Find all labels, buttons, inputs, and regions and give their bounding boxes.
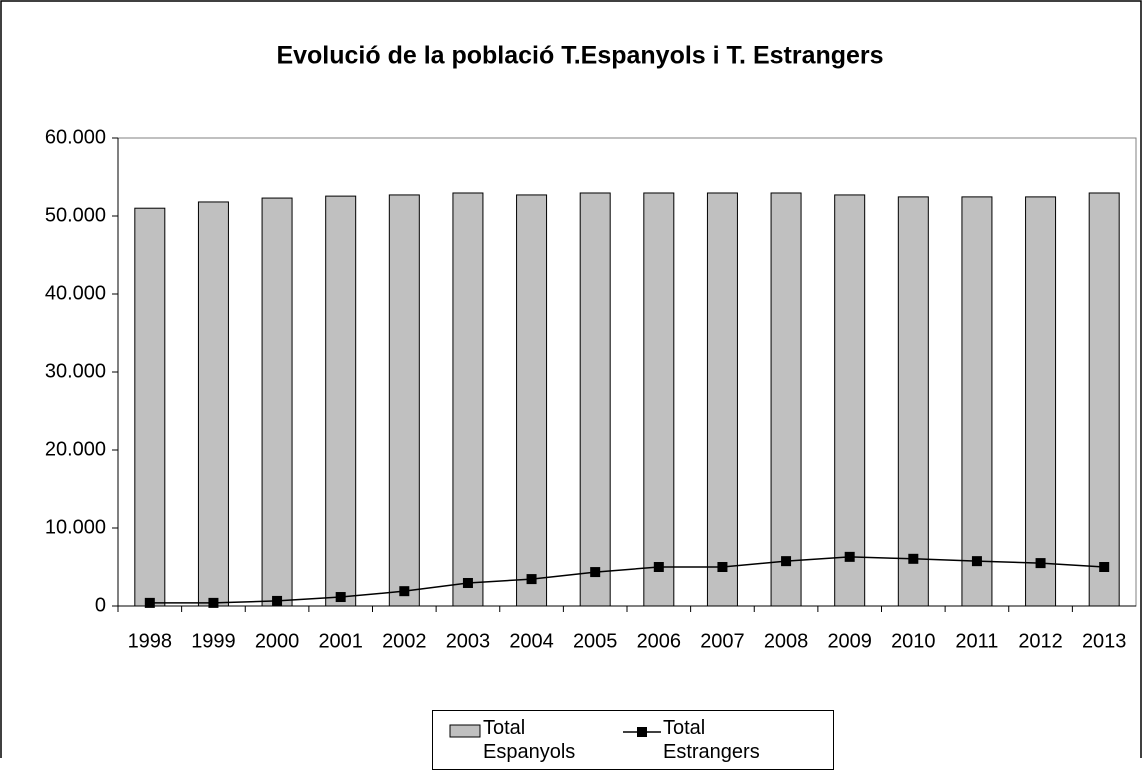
bar — [134, 207, 166, 607]
y-tick-label: 20.000 — [45, 438, 106, 460]
line-marker — [908, 553, 919, 564]
bar — [388, 194, 420, 607]
x-tick-label: 2008 — [764, 630, 809, 652]
bar — [516, 194, 548, 607]
line-marker — [1035, 558, 1046, 569]
line-marker — [462, 577, 473, 588]
x-tick-label: 2001 — [318, 630, 363, 652]
line-marker — [1099, 562, 1110, 572]
legend-label: Total Espanyols — [483, 717, 576, 763]
y-tick-label: 50.000 — [45, 204, 106, 226]
legend-swatch — [449, 724, 481, 738]
line-marker — [653, 562, 664, 572]
bar — [197, 201, 229, 607]
line-marker — [208, 597, 219, 608]
x-tick-label: 2005 — [573, 630, 618, 652]
legend: Total Espanyols Total Estrangers — [432, 710, 834, 770]
bar — [261, 197, 293, 607]
bar — [897, 196, 929, 607]
bar — [706, 192, 738, 607]
swatch — [449, 724, 481, 738]
chart-title: Evolució de la població T.Espanyols i T.… — [276, 42, 883, 70]
x-tick-label: 2007 — [700, 630, 745, 652]
legend-label: Total Estrangers — [663, 717, 760, 763]
x-tick-label: 2004 — [509, 630, 554, 652]
line-marker — [844, 551, 855, 562]
line-marker — [526, 574, 537, 585]
line-marker — [335, 592, 346, 603]
line-marker — [399, 586, 410, 597]
x-tick-label: 2003 — [446, 630, 491, 652]
line — [149, 556, 1105, 604]
line-marker — [971, 556, 982, 567]
x-tick-label: 1998 — [128, 630, 173, 652]
bar — [452, 192, 484, 607]
x-tick-label: 2000 — [255, 630, 300, 652]
bar — [643, 192, 675, 607]
y-tick-label: 0 — [95, 594, 106, 616]
legend-item: Total Espanyols — [449, 711, 603, 769]
bar — [1088, 192, 1120, 607]
x-tick-label: 1999 — [191, 630, 236, 652]
y-tick-label: 60.000 — [45, 126, 106, 148]
x-tick-label: 2002 — [382, 630, 427, 652]
line-marker — [717, 562, 728, 572]
x-tick-label: 2013 — [1082, 630, 1127, 652]
x-tick-label: 2006 — [637, 630, 682, 652]
line-marker — [590, 567, 601, 578]
x-tick-label: 2010 — [891, 630, 936, 652]
x-tick-label: 2012 — [1018, 630, 1063, 652]
y-tick-label: 10.000 — [45, 516, 106, 538]
x-tick-label: 2011 — [955, 630, 998, 652]
bar — [834, 194, 866, 607]
legend-swatch — [623, 727, 661, 737]
line-marker — [272, 595, 283, 606]
bar — [961, 196, 993, 607]
swatch-marker — [637, 727, 647, 737]
bar — [1025, 196, 1057, 607]
line-marker — [144, 597, 155, 608]
line-marker — [781, 556, 792, 567]
bar — [325, 195, 357, 607]
bar — [770, 192, 802, 607]
x-tick-label: 2009 — [827, 630, 872, 652]
y-tick-label: 40.000 — [45, 282, 106, 304]
y-tick-label: 30.000 — [45, 360, 106, 382]
legend-item: Total Estrangers — [623, 711, 783, 769]
bar — [579, 192, 611, 607]
